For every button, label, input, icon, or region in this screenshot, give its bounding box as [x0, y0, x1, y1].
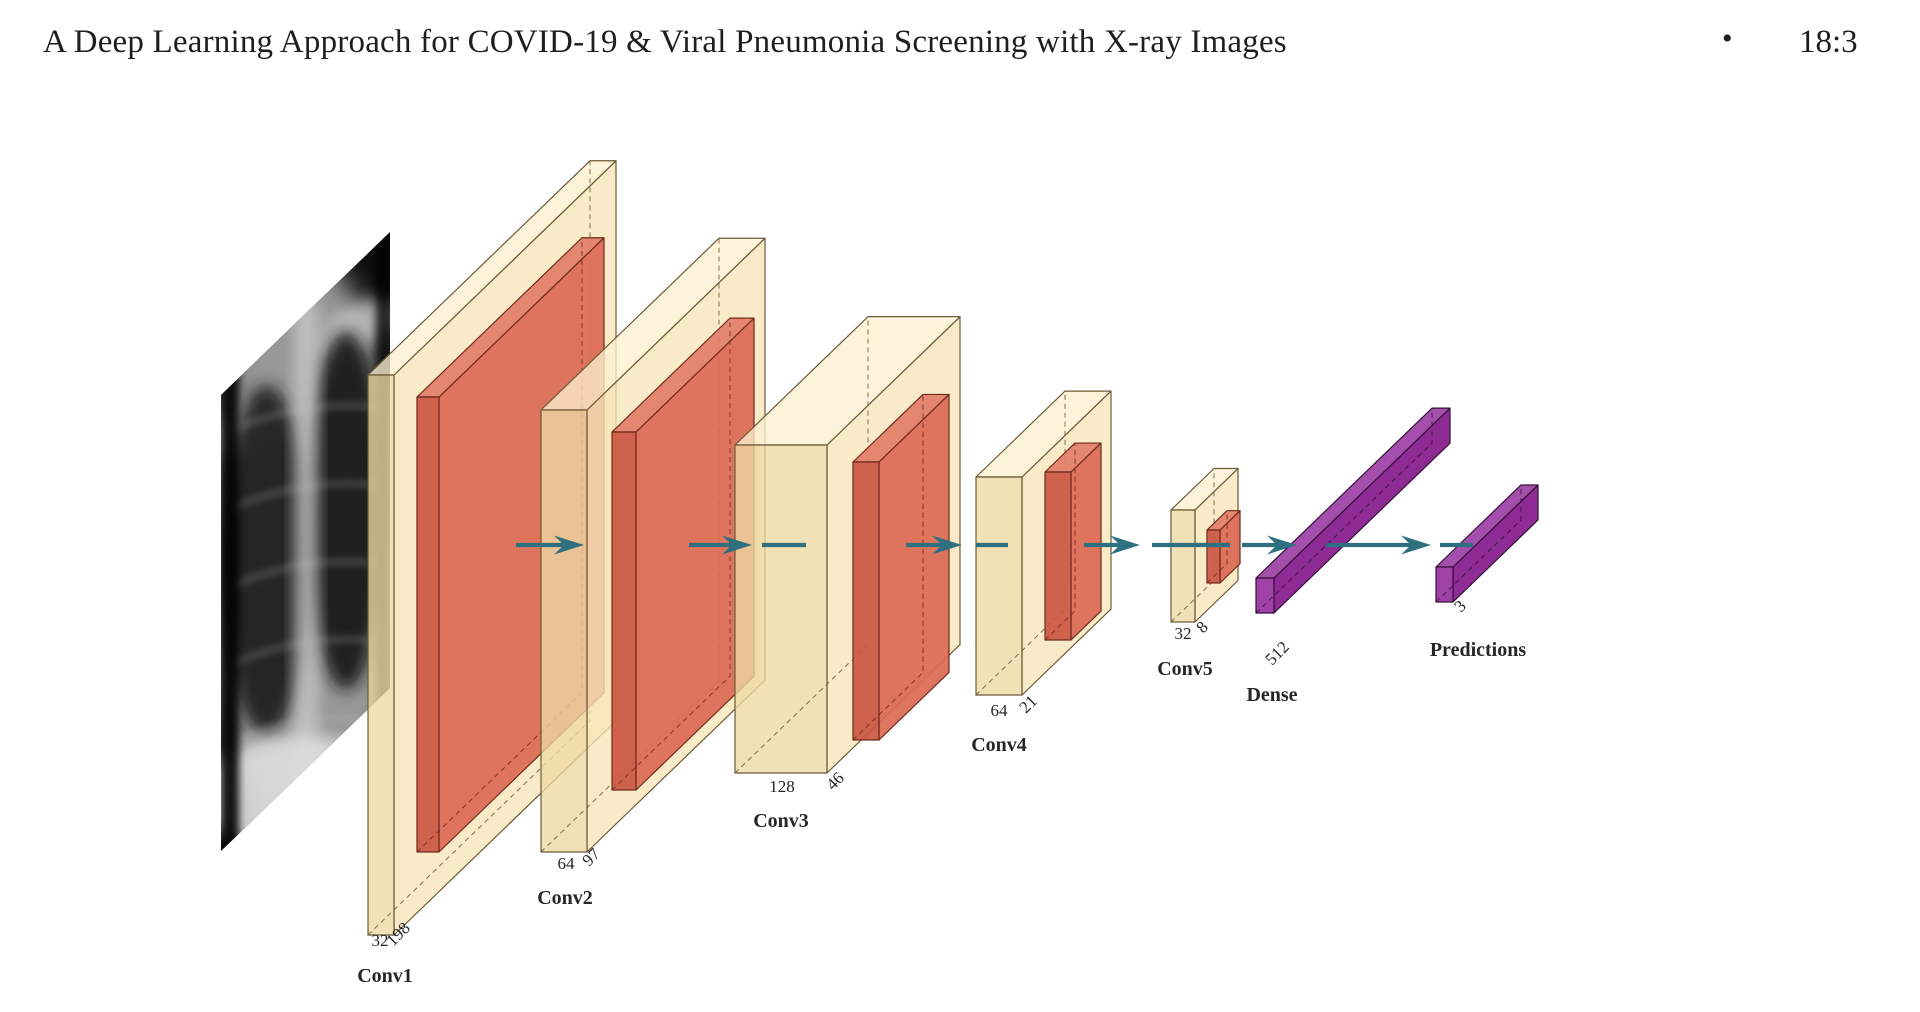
layer-conv4-feature-map [1044, 442, 1102, 641]
conv1-name-label: Conv1 [357, 965, 413, 987]
layer-conv3-feature-map [852, 393, 950, 741]
conv5-size-label: 8 [1192, 617, 1211, 636]
predictions-units-label: 3 [1450, 596, 1469, 615]
conv5-channels-label: 32 [1175, 624, 1192, 643]
layer-conv2-feature-map [611, 317, 755, 791]
conv1-channels-label: 32 [372, 931, 389, 950]
paper-title: A Deep Learning Approach for COVID-19 & … [43, 24, 1287, 60]
dense-name-label: Dense [1246, 684, 1297, 706]
conv4-channels-label: 64 [991, 701, 1009, 720]
header-separator-dot: • [1722, 22, 1733, 55]
conv2-channels-label: 64 [558, 854, 576, 873]
page-number: 18:3 [1799, 24, 1858, 60]
flow-arrow-1-icon [516, 535, 584, 555]
dense-units-label: 512 [1261, 637, 1292, 668]
running-header: A Deep Learning Approach for COVID-19 & … [0, 0, 1920, 90]
conv4-name-label: Conv4 [971, 734, 1027, 756]
flow-arrow-6-icon [1326, 535, 1473, 555]
flow-arrow-3-icon [906, 535, 1008, 555]
flow-arrow-5-icon [1242, 535, 1297, 555]
conv2-name-label: Conv2 [537, 887, 593, 909]
conv3-channels-label: 128 [769, 777, 795, 796]
layer-dense-bar [1255, 407, 1451, 614]
flow-arrow-2-icon [689, 535, 806, 555]
conv5-name-label: Conv5 [1157, 658, 1213, 680]
flow-arrow-4-icon [1084, 535, 1230, 555]
predictions-name-label: Predictions [1430, 639, 1527, 661]
conv3-name-label: Conv3 [753, 810, 809, 832]
